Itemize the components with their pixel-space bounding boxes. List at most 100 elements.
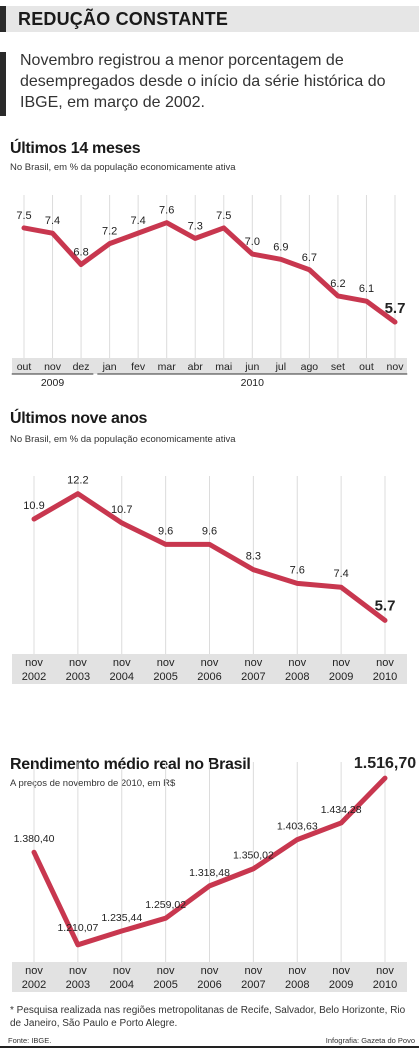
data-label: 1.350,02 bbox=[233, 850, 274, 862]
data-label: 6.7 bbox=[302, 252, 317, 264]
page-title: REDUÇÃO CONSTANTE bbox=[18, 9, 229, 29]
data-label: 5.7 bbox=[385, 300, 406, 317]
tick-label: 2008 bbox=[285, 671, 309, 683]
header-bar: REDUÇÃO CONSTANTE bbox=[0, 6, 419, 32]
data-label: 1.516,70 bbox=[354, 755, 416, 772]
data-label: 6.2 bbox=[330, 278, 345, 290]
data-label: 1.259,02 bbox=[145, 899, 186, 911]
tick-label: 2007 bbox=[241, 671, 265, 683]
data-label: 7.6 bbox=[290, 564, 305, 576]
chart2-title: Últimos nove anos bbox=[10, 410, 148, 427]
data-label: 6.9 bbox=[273, 241, 288, 253]
data-label: 5.7 bbox=[375, 597, 396, 614]
tick-label: ago bbox=[301, 361, 319, 373]
chart2-subtitle: No Brasil, em % da população economicame… bbox=[10, 434, 236, 445]
data-label: 7.5 bbox=[16, 210, 31, 222]
bottom-rule bbox=[0, 1046, 419, 1048]
chart-average-income: 1.380,40 1.210,071.235,441.259,02 1.318,48… bbox=[12, 755, 416, 992]
tick-label: jan bbox=[102, 361, 117, 373]
tick-label: fev bbox=[131, 361, 146, 373]
tick-label: nov bbox=[376, 657, 394, 669]
tick-label: nov bbox=[376, 965, 394, 977]
tick-label: nov bbox=[332, 965, 350, 977]
tick-label: nov bbox=[113, 965, 131, 977]
tick-label: 2007 bbox=[241, 979, 265, 991]
credit-label: Infografia: Gazeta do Povo bbox=[325, 1036, 415, 1045]
data-label: 7.2 bbox=[102, 226, 117, 238]
data-label: 8.3 bbox=[246, 551, 261, 563]
tick-label: 2010 bbox=[373, 671, 397, 683]
tick-label: nov bbox=[25, 657, 43, 669]
tick-label: nov bbox=[44, 361, 62, 373]
chart-monthly-unemployment: 7.5 7.4 6.8 7.2 7.4 7.6 7.3 7.5 7.0 6.9 6.7 6.2 6.1 5… bbox=[11, 195, 408, 389]
data-label: 6.8 bbox=[73, 247, 88, 259]
tick-label: 2006 bbox=[197, 671, 221, 683]
data-label: 1.403,63 bbox=[277, 821, 318, 833]
chart1-title: Últimos 14 meses bbox=[10, 140, 141, 157]
group-label: 2010 bbox=[241, 377, 265, 389]
lead-accent-bar bbox=[0, 52, 6, 116]
tick-label: nov bbox=[332, 657, 350, 669]
chart1-subtitle: No Brasil, em % da população economicame… bbox=[10, 162, 236, 173]
tick-label: 2002 bbox=[22, 671, 46, 683]
data-label: 9.6 bbox=[158, 525, 173, 537]
tick-label: 2003 bbox=[66, 979, 90, 991]
data-label: 7.4 bbox=[131, 215, 146, 227]
tick-label: nov bbox=[113, 657, 131, 669]
tick-label: out bbox=[359, 361, 374, 373]
source-label: Fonte: IBGE. bbox=[8, 1036, 52, 1045]
tick-label: 2004 bbox=[110, 979, 134, 991]
data-label: 7.4 bbox=[333, 568, 348, 580]
data-label: 7.3 bbox=[188, 220, 203, 232]
data-label: 7.4 bbox=[45, 215, 60, 227]
footnote: * Pesquisa realizada nas regiões metropo… bbox=[10, 1005, 406, 1029]
tick-label: 2009 bbox=[329, 671, 353, 683]
tick-label: out bbox=[17, 361, 32, 373]
tick-label: 2002 bbox=[22, 979, 46, 991]
tick-label: 2003 bbox=[66, 671, 90, 683]
tick-label: 2009 bbox=[329, 979, 353, 991]
data-label: 7.5 bbox=[216, 210, 231, 222]
data-label: 7.0 bbox=[245, 236, 260, 248]
data-label: 10.7 bbox=[111, 504, 132, 516]
data-label: 1.380,40 bbox=[14, 833, 55, 845]
tick-label: 2006 bbox=[197, 979, 221, 991]
axis-band bbox=[12, 654, 407, 684]
data-label: 7.6 bbox=[159, 205, 174, 217]
axis-band bbox=[12, 358, 407, 374]
data-label: 1.434,28 bbox=[321, 804, 362, 816]
series-line bbox=[31, 491, 388, 623]
chart3-title: Rendimento médio real no Brasil bbox=[10, 756, 251, 773]
tick-label: 2010 bbox=[373, 979, 397, 991]
series-line bbox=[21, 220, 398, 325]
data-label: 1.235,44 bbox=[101, 912, 142, 924]
chart-yearly-unemployment: 10.9 12.2 10.7 9.6 9.6 8.3 7.6 7.4 5.7 nov 2002 nov… bbox=[12, 475, 407, 684]
tick-label: nov bbox=[245, 965, 263, 977]
group-label: 2009 bbox=[41, 377, 65, 389]
tick-label: mai bbox=[215, 361, 232, 373]
axis-band bbox=[12, 962, 407, 992]
tick-label: 2005 bbox=[153, 671, 177, 683]
data-label: 6.1 bbox=[359, 283, 374, 295]
lead-text: Novembro registrou a menor porcentagem d… bbox=[20, 52, 386, 111]
tick-label: 2005 bbox=[153, 979, 177, 991]
tick-label: nov bbox=[387, 361, 405, 373]
data-label: 10.9 bbox=[23, 500, 44, 512]
tick-label: nov bbox=[245, 657, 263, 669]
tick-label: nov bbox=[201, 965, 219, 977]
data-label: 9.6 bbox=[202, 525, 217, 537]
tick-label: nov bbox=[157, 657, 175, 669]
tick-label: nov bbox=[201, 657, 219, 669]
tick-label: jun bbox=[244, 361, 259, 373]
data-label: 1.318,48 bbox=[189, 867, 230, 879]
tick-label: nov bbox=[157, 965, 175, 977]
tick-label: 2004 bbox=[110, 671, 134, 683]
tick-label: dez bbox=[73, 361, 90, 373]
data-label: 1.210,07 bbox=[57, 922, 98, 934]
tick-label: abr bbox=[188, 361, 204, 373]
tick-label: nov bbox=[69, 657, 87, 669]
tick-label: set bbox=[331, 361, 345, 373]
tick-label: nov bbox=[69, 965, 87, 977]
tick-label: mar bbox=[158, 361, 177, 373]
tick-label: nov bbox=[288, 657, 306, 669]
